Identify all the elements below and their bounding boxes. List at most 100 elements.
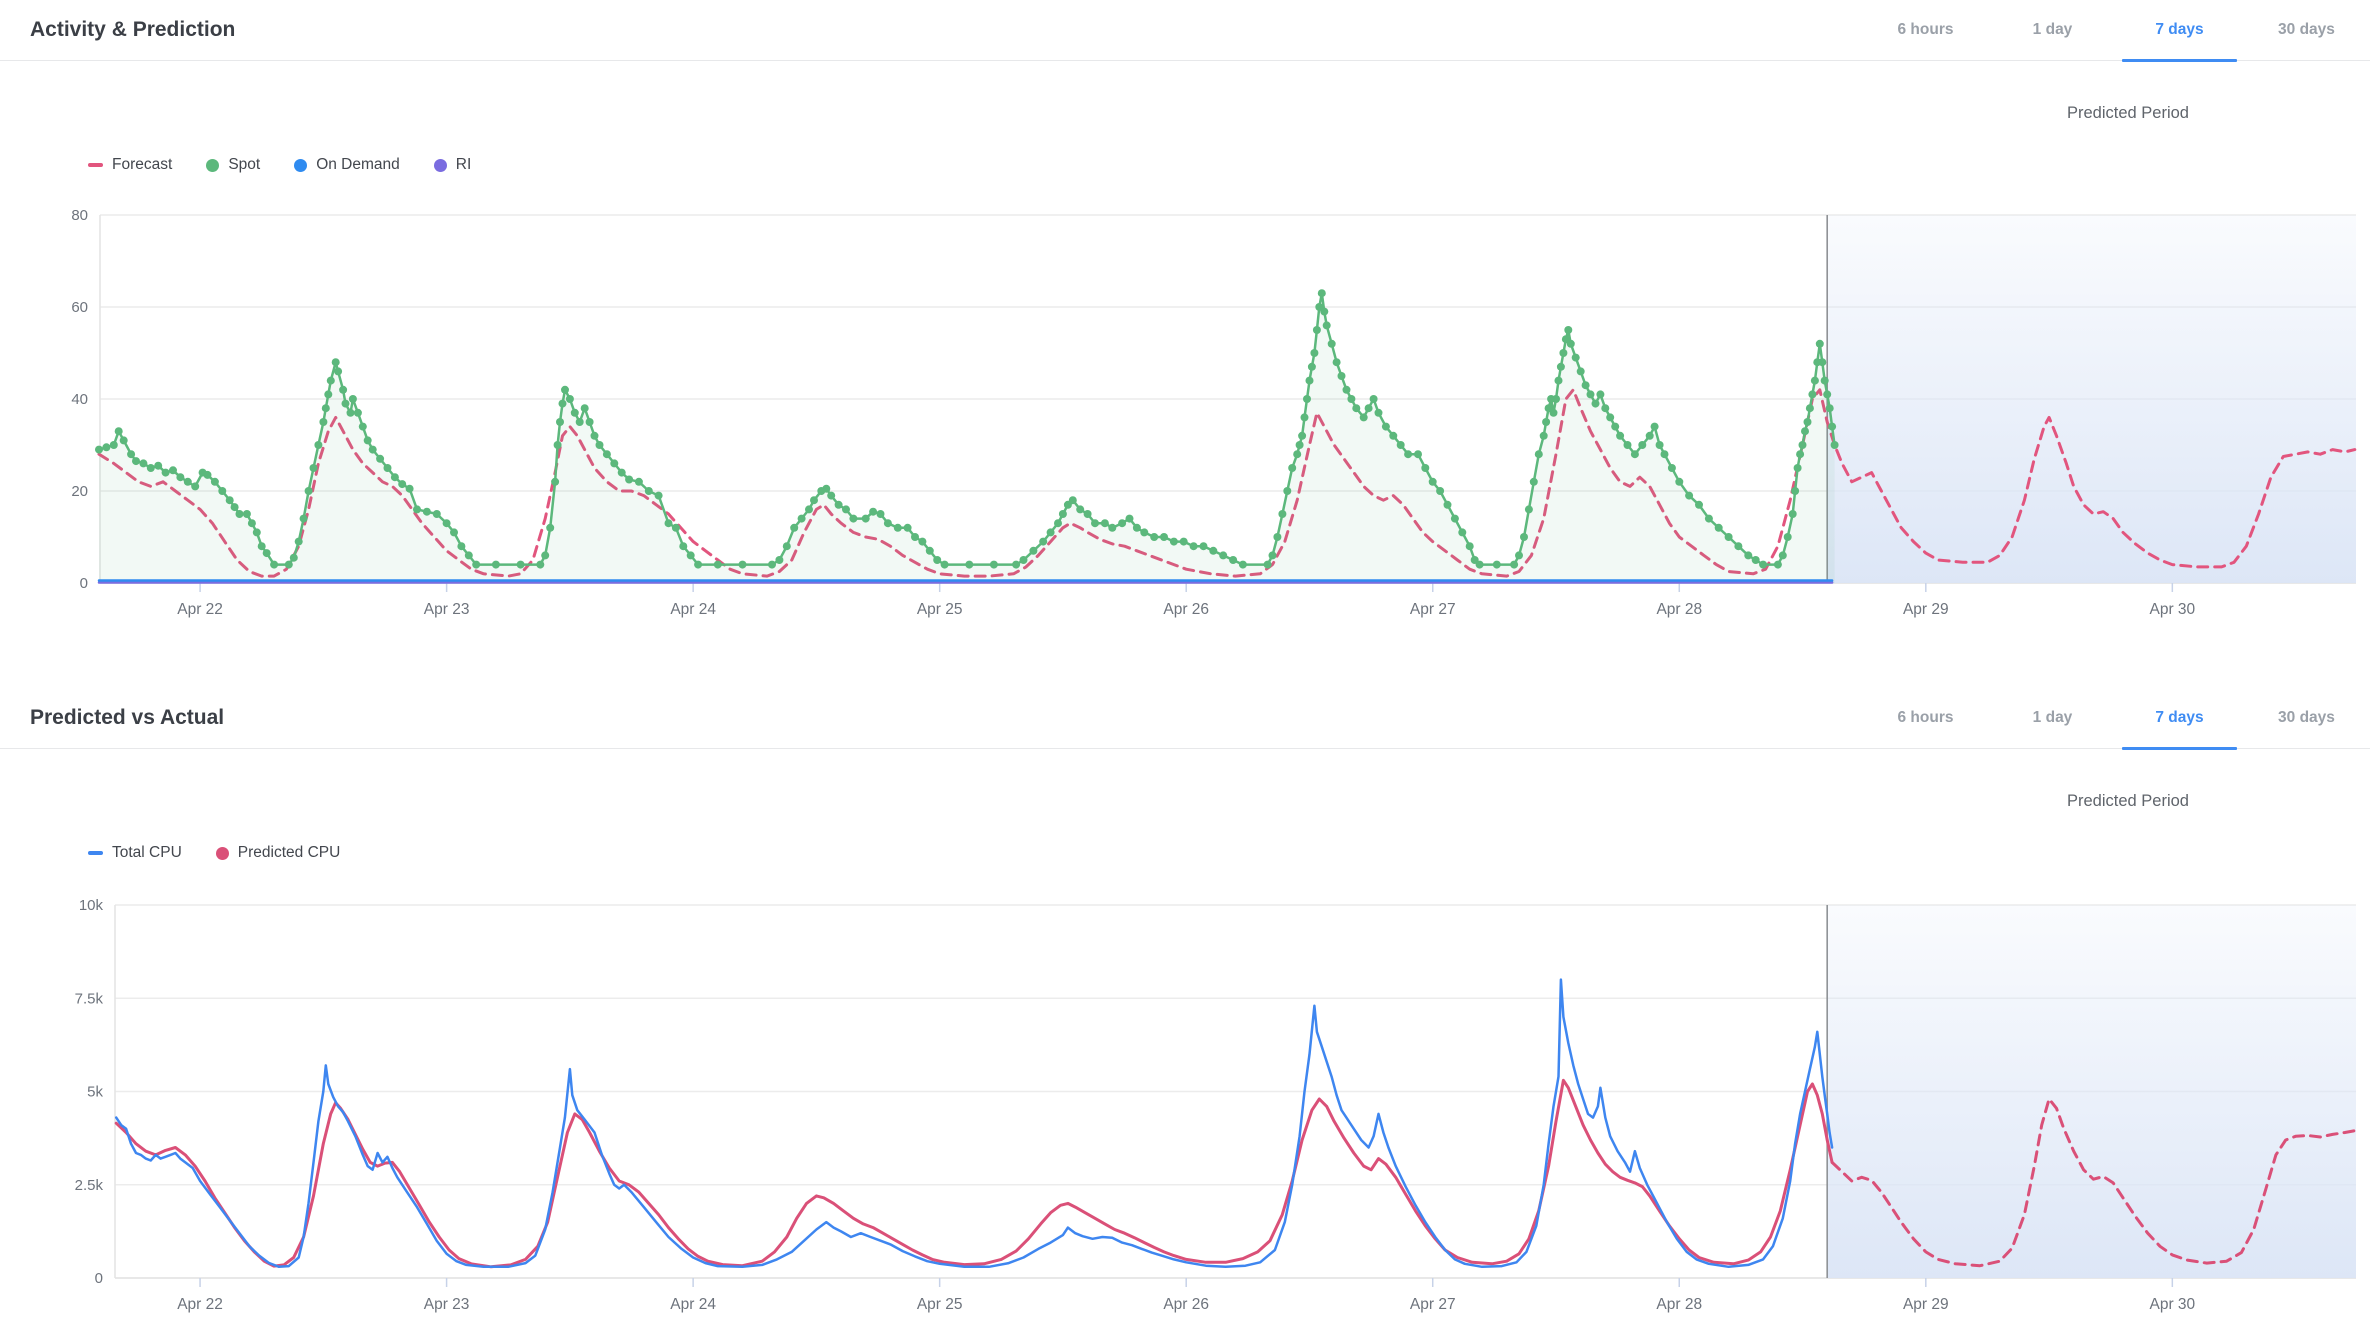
spot-data-point xyxy=(1108,523,1117,532)
spot-data-point xyxy=(309,464,318,472)
spot-data-point xyxy=(768,560,776,569)
spot-data-point xyxy=(1801,427,1809,436)
spot-data-point xyxy=(1524,505,1533,514)
spot-data-point xyxy=(918,537,927,546)
spot-data-point xyxy=(1616,431,1625,440)
tab-7-days[interactable]: 7 days xyxy=(2116,0,2243,62)
spot-data-point xyxy=(1029,546,1038,555)
predicted-period-region xyxy=(1827,215,2356,583)
spot-data-point xyxy=(472,560,481,569)
tab-7-days[interactable]: 7 days xyxy=(2116,688,2243,750)
spot-data-point xyxy=(1381,422,1390,431)
spot-data-point xyxy=(1342,385,1351,394)
spot-data-point xyxy=(1559,349,1568,357)
spot-data-point xyxy=(1475,560,1484,569)
predicted-period-region xyxy=(1827,905,2356,1278)
x-axis-tick-label: Apr 23 xyxy=(424,601,470,618)
spot-data-point xyxy=(1724,533,1733,541)
tab-30-days[interactable]: 30 days xyxy=(2278,709,2335,726)
spot-data-point xyxy=(183,477,192,486)
spot-data-point xyxy=(876,510,885,518)
spot-data-point xyxy=(1374,408,1383,417)
spot-data-point xyxy=(989,560,998,569)
tab-6-hours[interactable]: 6 hours xyxy=(1897,709,1954,726)
spot-data-point xyxy=(405,484,414,493)
spot-data-point xyxy=(326,376,335,385)
spot-data-point xyxy=(679,542,688,551)
spot-data-point xyxy=(1450,514,1459,523)
spot-data-point xyxy=(1623,441,1632,449)
spot-data-point xyxy=(1179,537,1188,546)
spot-data-point xyxy=(1805,404,1814,413)
spot-data-point xyxy=(1019,556,1028,564)
legend-item-spot[interactable]: Spot xyxy=(206,156,260,174)
spot-data-point xyxy=(348,395,357,403)
spot-data-point xyxy=(1268,551,1277,560)
tab-6-hours[interactable]: 6 hours xyxy=(1897,21,1954,38)
spot-data-point xyxy=(114,427,123,436)
spot-data-point xyxy=(1564,326,1573,334)
spot-data-point xyxy=(1810,376,1819,385)
spot-data-point xyxy=(252,528,261,537)
predicted-cpu-swatch-icon xyxy=(215,846,229,860)
spot-data-point xyxy=(654,491,663,500)
spot-data-point xyxy=(869,507,878,516)
spot-data-point xyxy=(664,519,673,528)
tab-1-day[interactable]: 1 day xyxy=(2032,709,2073,726)
x-axis-tick-label: Apr 25 xyxy=(917,601,963,618)
legend-item-on-demand[interactable]: On Demand xyxy=(294,156,400,174)
on-demand-swatch-icon xyxy=(294,158,308,172)
spot-data-point xyxy=(610,459,619,468)
spot-data-point xyxy=(324,390,333,399)
spot-data-point xyxy=(580,404,589,413)
spot-data-point xyxy=(1458,528,1467,537)
x-axis-tick-label: Apr 30 xyxy=(2149,601,2195,618)
spot-data-point xyxy=(541,551,550,560)
spot-data-point xyxy=(1830,441,1839,449)
tab-30-days[interactable]: 30 days xyxy=(2278,21,2335,38)
spot-data-point xyxy=(119,436,128,445)
spot-data-point xyxy=(1520,533,1528,541)
spot-data-point xyxy=(321,404,330,413)
spot-data-point xyxy=(1359,413,1368,422)
x-axis-tick-label: Apr 27 xyxy=(1410,601,1456,618)
legend-item-ri[interactable]: RI xyxy=(433,156,471,174)
spot-data-point xyxy=(1554,376,1563,385)
legend-item-total-cpu[interactable]: Total CPU xyxy=(88,844,182,862)
spot-data-point xyxy=(235,510,244,518)
spot-data-point xyxy=(536,560,545,569)
spot-data-point xyxy=(1823,390,1832,399)
spot-data-point xyxy=(1058,510,1067,518)
spot-data-point xyxy=(247,519,256,528)
spot-data-point xyxy=(911,533,919,541)
spot-data-point xyxy=(1118,519,1127,528)
spot-data-point xyxy=(1310,349,1319,357)
spot-data-point xyxy=(1675,477,1684,486)
spot-data-point xyxy=(1611,422,1620,431)
spot-data-point xyxy=(1638,441,1647,449)
spot-data-point xyxy=(1140,528,1149,537)
spot-data-point xyxy=(590,431,599,440)
spot-data-point xyxy=(1046,528,1055,537)
spot-data-point xyxy=(203,470,212,479)
spot-data-point xyxy=(1091,519,1099,528)
spot-data-point xyxy=(1293,450,1302,459)
page-title: Activity & Prediction xyxy=(30,18,236,41)
tab-1-day[interactable]: 1 day xyxy=(2032,21,2073,38)
y-axis-tick-label: 2.5k xyxy=(75,1177,104,1194)
spot-data-point xyxy=(546,523,555,532)
legend-item-predicted-cpu[interactable]: Predicted CPU xyxy=(215,844,341,862)
legend-label: Predicted CPU xyxy=(237,844,341,861)
spot-data-point xyxy=(319,418,328,426)
y-axis-tick-label: 5k xyxy=(87,1084,103,1101)
spot-data-point xyxy=(561,385,569,394)
spot-data-point xyxy=(161,468,170,477)
spot-data-point xyxy=(1132,523,1141,532)
legend-item-forecast[interactable]: Forecast xyxy=(88,156,172,174)
spot-data-point xyxy=(1778,551,1787,560)
spot-data-point xyxy=(1283,487,1292,495)
spot-data-point xyxy=(1320,307,1329,316)
spot-data-point xyxy=(1169,537,1178,546)
time-range-tabs: 6 hours 1 day 7 days 30 days xyxy=(1862,0,2370,62)
x-axis-tick-label: Apr 22 xyxy=(177,1296,223,1313)
